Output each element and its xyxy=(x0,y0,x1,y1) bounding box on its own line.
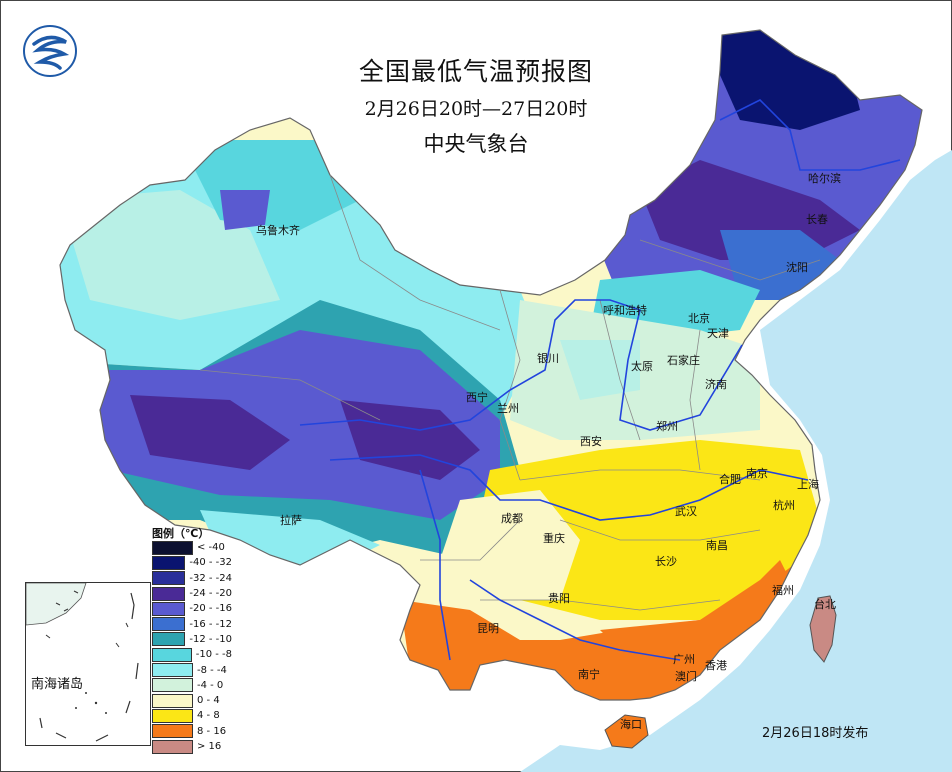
legend-label: -12 - -10 xyxy=(189,633,232,645)
temperature-legend: 图例（℃） < -40 -40 - -32 -32 - -24 -24 - -20 -2… xyxy=(152,527,232,754)
issue-time: 2月26日18时发布 xyxy=(762,726,869,741)
legend-label: 0 - 4 xyxy=(197,695,220,707)
legend-row: 8 - 16 xyxy=(152,724,232,739)
map-title: 全国最低气温预报图 xyxy=(358,57,593,86)
legend-label: > 16 xyxy=(197,741,222,752)
legend-row: 0 - 4 xyxy=(152,693,232,708)
legend-swatch xyxy=(152,678,193,693)
legend-swatch xyxy=(152,601,186,616)
legend-label: 8 - 16 xyxy=(197,725,227,737)
city-label-hangzhou: 杭州 xyxy=(773,499,795,512)
legend-row: 4 - 8 xyxy=(152,708,232,723)
legend-label: -10 - -8 xyxy=(195,649,232,661)
city-label-shanghai: 上海 xyxy=(797,478,819,491)
south-china-sea-inset: 南海诸岛 xyxy=(25,582,151,746)
city-label-jinan: 济南 xyxy=(705,378,727,391)
taiwan-island xyxy=(809,595,837,663)
city-label-guangzhou: 广州 xyxy=(673,653,695,666)
city-label-changsha: 长沙 xyxy=(655,555,677,568)
legend-swatch xyxy=(152,555,186,570)
city-label-lanzhou: 兰州 xyxy=(497,402,519,415)
legend-row: -10 - -8 xyxy=(152,647,232,662)
legend-swatch xyxy=(152,617,186,632)
cma-logo xyxy=(20,22,80,80)
city-label-beijing: 北京 xyxy=(688,312,710,325)
city-label-xining: 西宁 xyxy=(466,391,488,404)
legend-label: -24 - -20 xyxy=(189,588,232,600)
city-label-guiyang: 贵阳 xyxy=(548,592,570,605)
city-label-nanjing: 南京 xyxy=(746,467,768,480)
city-label-zhengzhou: 郑州 xyxy=(656,420,678,433)
city-label-lhasa: 拉萨 xyxy=(280,514,302,527)
legend-swatch xyxy=(152,647,192,662)
legend-title: 图例（℃） xyxy=(152,527,210,540)
legend-swatch xyxy=(152,540,193,555)
city-label-harbin: 哈尔滨 xyxy=(808,172,841,185)
city-label-yinchuan: 银川 xyxy=(537,352,559,365)
city-label-hohhot: 呼和浩特 xyxy=(603,304,647,317)
city-label-nanning: 南宁 xyxy=(578,668,600,681)
legend-row: -40 - -32 xyxy=(152,555,232,570)
legend-row: > 16 xyxy=(152,739,232,754)
legend-label: -32 - -24 xyxy=(189,572,232,584)
sea-area xyxy=(520,150,952,772)
city-label-chengdu: 成都 xyxy=(501,512,523,525)
city-label-tianjin: 天津 xyxy=(707,327,729,340)
legend-swatch xyxy=(152,708,193,723)
legend-swatch xyxy=(152,739,193,754)
legend-label: -20 - -16 xyxy=(189,603,232,615)
inset-label: 南海诸岛 xyxy=(31,677,84,692)
city-label-nanchang: 南昌 xyxy=(706,539,728,552)
city-label-hongkong: 香港 xyxy=(705,659,727,672)
legend-row: -24 - -20 xyxy=(152,586,232,601)
city-label-shenyang: 沈阳 xyxy=(786,261,808,274)
inset-map xyxy=(25,582,139,742)
legend-row: -12 - -10 xyxy=(152,632,232,647)
legend-swatch xyxy=(152,693,193,708)
city-label-chongqing: 重庆 xyxy=(543,532,565,545)
city-label-urumqi: 乌鲁木齐 xyxy=(256,224,300,237)
city-label-taipei: 台北 xyxy=(814,598,836,611)
legend-swatch xyxy=(152,663,193,678)
legend-row: -20 - -16 xyxy=(152,601,232,616)
legend-label: < -40 xyxy=(197,542,225,554)
city-label-kunming: 昆明 xyxy=(477,622,499,635)
city-label-hefei: 合肥 xyxy=(719,473,741,486)
legend-swatch xyxy=(152,586,186,601)
city-label-wuhan: 武汉 xyxy=(675,505,697,518)
legend-row: -16 - -12 xyxy=(152,616,232,632)
legend-swatch xyxy=(152,571,186,586)
legend-swatch xyxy=(152,632,186,647)
legend-label: -40 - -32 xyxy=(189,557,232,569)
legend-label: 4 - 8 xyxy=(197,710,220,722)
legend-row: < -40 xyxy=(152,540,232,555)
city-label-macau: 澳门 xyxy=(675,670,697,683)
city-label-fuzhou: 福州 xyxy=(772,584,794,597)
issuing-organization: 中央气象台 xyxy=(423,132,529,156)
legend-label: -8 - -4 xyxy=(197,664,227,676)
legend-row: -4 - 0 xyxy=(152,678,232,693)
city-label-haikou: 海口 xyxy=(620,718,642,731)
legend-label: -4 - 0 xyxy=(197,679,224,691)
city-label-shijiazhuang: 石家庄 xyxy=(667,354,700,367)
city-label-taiyuan: 太原 xyxy=(631,360,653,373)
legend-row: -32 - -24 xyxy=(152,571,232,586)
city-label-changchun: 长春 xyxy=(806,213,828,226)
legend-swatch xyxy=(152,724,193,739)
forecast-period: 2月26日20时—27日20时 xyxy=(364,98,588,120)
hainan-island xyxy=(604,714,649,749)
legend-row: -8 - -4 xyxy=(152,662,232,678)
city-label-xian: 西安 xyxy=(580,435,602,448)
legend-label: -16 - -12 xyxy=(189,618,232,630)
rivers xyxy=(299,99,901,661)
